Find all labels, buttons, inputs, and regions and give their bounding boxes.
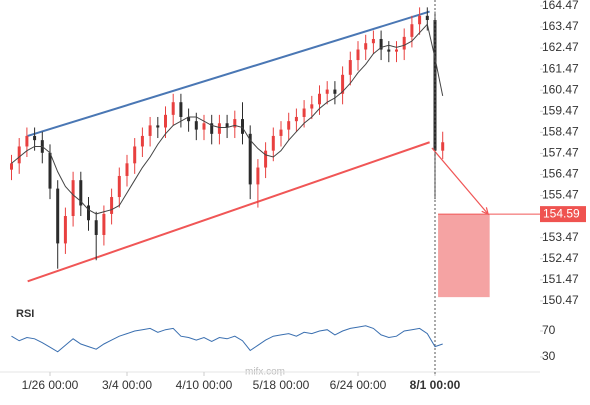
target-label: 154.59 <box>543 206 580 220</box>
y-tick-label: 150.47 <box>542 293 579 307</box>
candle-body <box>210 123 214 134</box>
y-tick-label: 152.47 <box>542 251 579 265</box>
candle-body <box>441 142 445 151</box>
projection-arrow <box>431 147 489 215</box>
candle-body <box>94 220 98 235</box>
x-tick-label: 3/4 00:00 <box>102 378 152 392</box>
candle-body <box>279 129 283 136</box>
target-label-box <box>540 206 586 223</box>
candle-body <box>187 116 191 122</box>
candle-body <box>56 188 60 244</box>
candle-body <box>71 180 75 217</box>
candle-body <box>217 123 221 134</box>
candle-body <box>148 125 152 136</box>
candle-body <box>133 146 137 164</box>
candle-body <box>63 216 67 244</box>
candle-body <box>33 135 37 141</box>
candle-body <box>379 38 383 50</box>
y-tick-label: 157.47 <box>542 146 579 160</box>
rsi-line <box>11 325 443 353</box>
candle-body <box>102 213 106 235</box>
candle-body <box>402 36 406 50</box>
candle-body <box>418 15 422 25</box>
candle-body <box>264 150 268 168</box>
candle-body <box>333 89 337 94</box>
rsi-tick-label: 30 <box>542 349 556 363</box>
candle-body <box>156 125 160 128</box>
x-tick-label: 6/24 00:00 <box>330 378 387 392</box>
candle-body <box>395 49 398 52</box>
candle-body <box>25 135 29 147</box>
candle-body <box>194 121 198 130</box>
candle-body <box>179 102 183 117</box>
candle-body <box>125 163 129 176</box>
candle-body <box>48 152 52 189</box>
y-tick-label: 160.47 <box>542 82 579 96</box>
candle-body <box>79 180 83 206</box>
candle-body <box>241 119 244 134</box>
y-tick-label: 163.47 <box>542 19 579 33</box>
candle-body <box>271 135 275 151</box>
candle-body <box>233 119 237 128</box>
target-zone <box>438 214 490 298</box>
candle-body <box>364 43 368 50</box>
candle-body <box>87 205 90 221</box>
candle-body <box>371 38 375 44</box>
rsi-label: RSI <box>16 308 34 320</box>
candle-body <box>248 133 252 185</box>
candle-body <box>302 108 306 117</box>
candle-body <box>425 15 429 21</box>
y-tick-label: 161.47 <box>542 61 579 75</box>
candle-body <box>287 121 291 130</box>
candle-body <box>164 114 167 128</box>
candle-body <box>348 60 352 75</box>
candle-body <box>356 49 360 61</box>
candle-body <box>202 123 206 130</box>
y-tick-label: 153.47 <box>542 230 579 244</box>
candle-body <box>140 135 144 147</box>
candle-body <box>310 104 314 109</box>
x-tick-label: 5/18 00:00 <box>253 378 310 392</box>
candle-body <box>325 89 329 94</box>
upper-trendline <box>27 10 430 137</box>
y-tick-label: 156.47 <box>542 167 579 181</box>
candle-body <box>10 163 13 170</box>
candle-body <box>318 93 321 105</box>
candle-body <box>17 146 21 164</box>
y-tick-label: 162.47 <box>542 40 579 54</box>
x-tick-label: 4/10 00:00 <box>176 378 233 392</box>
y-tick-label: 155.47 <box>542 188 579 202</box>
y-tick-label: 158.47 <box>542 125 579 139</box>
arrow-head <box>481 207 490 216</box>
candle-body <box>117 175 121 198</box>
candle-body <box>410 24 414 37</box>
rsi-tick-label: 70 <box>542 323 556 337</box>
y-tick-label: 164.47 <box>542 0 579 12</box>
x-tick-label: 8/1 00:00 <box>410 378 461 392</box>
y-tick-label: 151.47 <box>542 272 579 286</box>
lower-trendline <box>27 141 430 283</box>
candle-body <box>110 197 114 214</box>
candle-body <box>387 49 391 52</box>
candle-body <box>341 74 345 94</box>
candle-body <box>171 102 175 115</box>
x-tick-label: 1/26 00:00 <box>22 378 79 392</box>
moving-average <box>11 23 444 215</box>
candle-body <box>256 167 260 185</box>
candle-body <box>225 123 229 128</box>
candle-body <box>294 116 298 122</box>
y-tick-label: 159.47 <box>542 103 579 117</box>
